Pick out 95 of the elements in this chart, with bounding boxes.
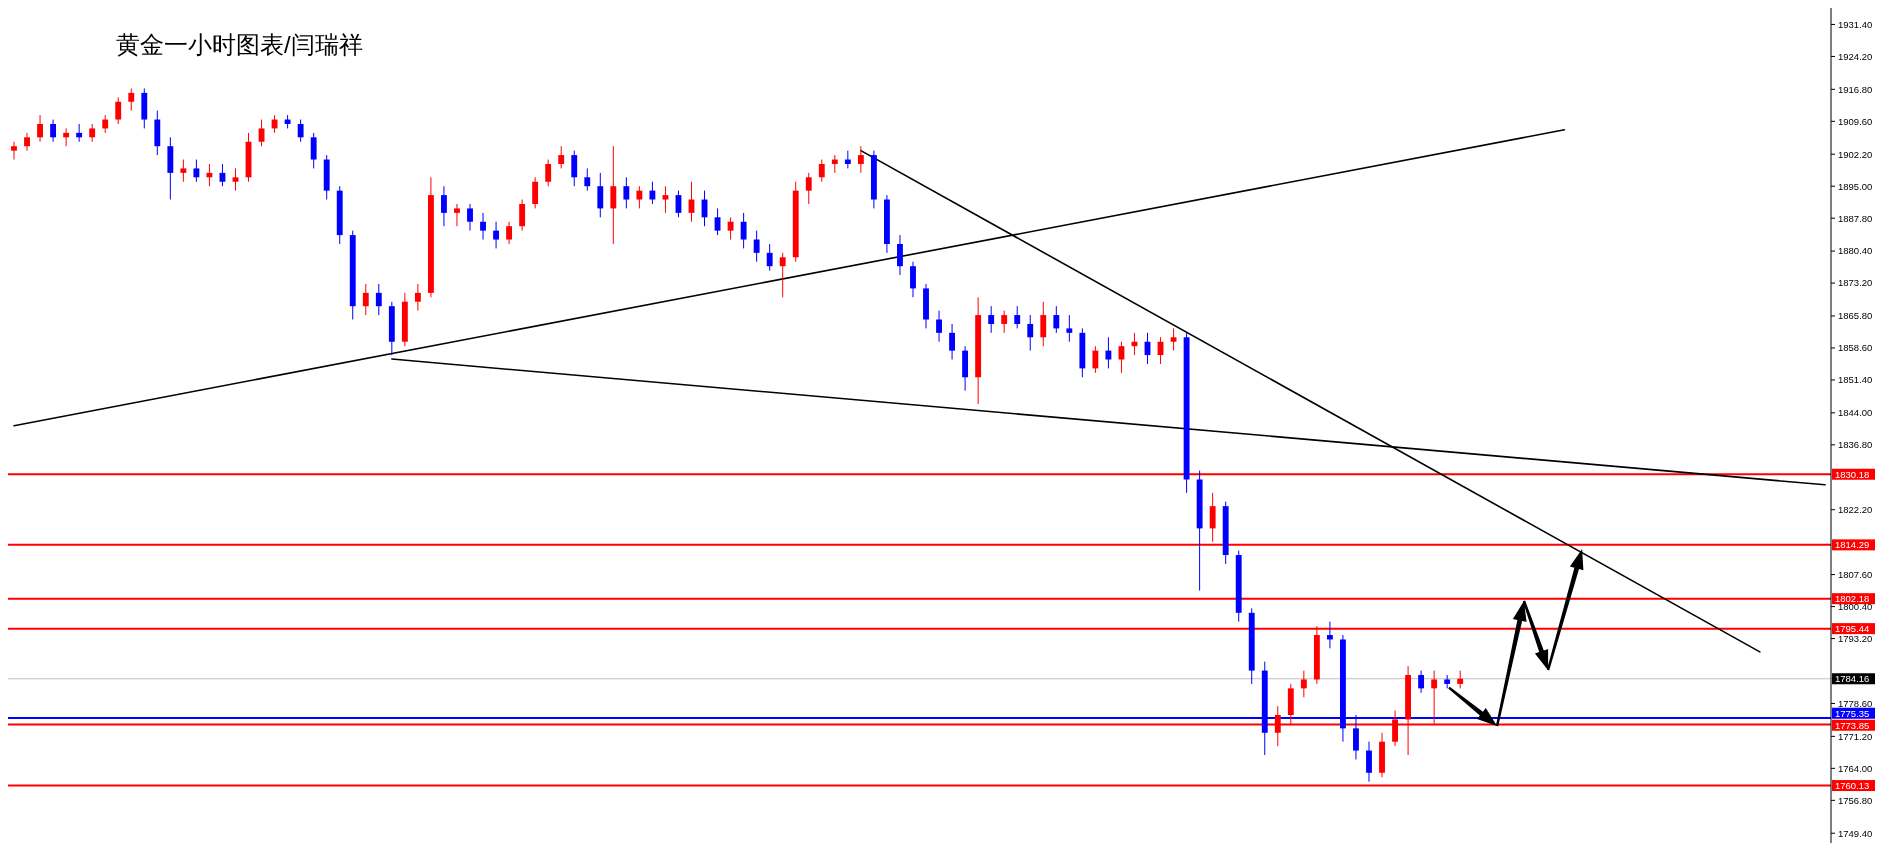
candlestick <box>297 119 304 143</box>
y-tick-label: 1924.20 <box>1838 50 1873 62</box>
candlestick <box>467 203 473 232</box>
candlestick <box>480 212 486 241</box>
candlestick <box>988 305 995 334</box>
candlestick <box>753 230 760 263</box>
y-tick-label: 1749.40 <box>1838 827 1873 839</box>
y-tick-label: 1778.60 <box>1838 697 1873 709</box>
candlestick <box>441 185 447 227</box>
candlestick <box>310 132 317 169</box>
ref-line-label: 1830.18 <box>1835 468 1870 480</box>
candlestick <box>1040 301 1047 347</box>
y-tick-label: 1873.20 <box>1838 277 1873 289</box>
candlestick <box>740 212 747 249</box>
ref-line-label: 1775.35 <box>1835 707 1870 719</box>
candlestick <box>37 114 43 143</box>
candlestick <box>414 283 421 312</box>
ref-line-label: 1814.29 <box>1835 539 1870 551</box>
y-tick-label: 1909.60 <box>1838 115 1873 127</box>
ref-line-label: 1802.18 <box>1835 593 1870 604</box>
ref-line-label: 1784.16 <box>1835 673 1870 685</box>
y-tick-label: 1851.40 <box>1838 374 1873 386</box>
candlestick <box>1418 670 1425 694</box>
y-tick-label: 1931.40 <box>1838 18 1873 30</box>
candlestick <box>558 145 565 169</box>
y-tick-label: 1771.20 <box>1838 730 1873 742</box>
candlestick <box>571 150 578 187</box>
candlestick <box>584 167 591 192</box>
candlestick <box>1053 305 1060 334</box>
candlestick <box>662 185 669 214</box>
candlestick <box>454 203 460 227</box>
candlestick <box>128 87 135 112</box>
candlestick <box>506 221 513 245</box>
y-tick-label: 1822.20 <box>1838 504 1873 516</box>
y-tick-label: 1887.80 <box>1838 212 1873 224</box>
candlestick <box>949 323 955 361</box>
candlestick <box>1066 314 1073 343</box>
text: 黄金一小时图表/闫瑞祥 <box>116 31 363 58</box>
ref-line-label: 1773.85 <box>1835 719 1870 731</box>
candlestick <box>115 96 122 125</box>
candlestick <box>258 119 265 147</box>
candlestick <box>1092 345 1099 374</box>
candlestick <box>610 145 617 245</box>
candlestick <box>76 123 83 143</box>
y-tick-label: 1836.80 <box>1838 439 1873 451</box>
candlestick <box>24 132 30 152</box>
candlestick <box>232 167 239 192</box>
candlestick <box>1300 670 1307 698</box>
candlestick <box>375 283 382 316</box>
y-tick-label: 1858.60 <box>1838 342 1873 354</box>
candlestick <box>1326 621 1333 649</box>
candlestick <box>727 216 734 241</box>
candlestick <box>11 141 17 161</box>
candlestick <box>545 159 552 187</box>
candlestick <box>649 181 656 205</box>
y-tick-label: 1764.00 <box>1838 762 1873 774</box>
candlestick <box>50 119 57 143</box>
candlestick <box>1118 341 1125 374</box>
candlestick <box>1366 741 1372 783</box>
candlestick <box>193 159 200 183</box>
candlestick <box>180 159 187 183</box>
candlestick <box>1001 310 1008 334</box>
candlestick <box>636 185 643 209</box>
candlestick <box>1209 492 1216 543</box>
y-tick-label: 1844.00 <box>1838 407 1873 419</box>
candlestick <box>63 127 70 147</box>
candlestick <box>1014 305 1021 329</box>
candlestick <box>623 176 630 209</box>
candlestick <box>897 234 903 276</box>
candlestick <box>532 176 539 209</box>
y-tick-label: 1916.80 <box>1838 83 1873 95</box>
candlestick <box>714 207 721 236</box>
y-tick-label: 1895.00 <box>1838 180 1873 192</box>
candlestick <box>910 261 916 298</box>
candlestick <box>857 145 864 174</box>
y-tick-label: 1865.80 <box>1838 310 1873 322</box>
ref-line-label: 1760.13 <box>1835 779 1870 791</box>
y-tick-label: 1880.40 <box>1838 245 1873 257</box>
candlestick <box>1105 336 1112 369</box>
candlestick <box>597 172 604 218</box>
candlestick <box>766 243 773 272</box>
candlestick <box>519 199 526 232</box>
candlestick <box>818 159 825 183</box>
candlestick <box>493 221 499 249</box>
candlestick <box>779 252 786 298</box>
y-tick-label: 1793.20 <box>1838 632 1873 644</box>
candlestick <box>1027 314 1034 352</box>
candlestick <box>805 172 812 205</box>
candlestick <box>1170 327 1177 352</box>
ref-line-label: 1795.44 <box>1835 622 1870 634</box>
candlestick <box>362 283 369 316</box>
y-tick-label: 1902.20 <box>1838 148 1873 160</box>
y-tick-label: 1756.80 <box>1838 794 1873 806</box>
candlestick <box>936 310 942 343</box>
y-tick-label: 1807.60 <box>1838 568 1873 580</box>
